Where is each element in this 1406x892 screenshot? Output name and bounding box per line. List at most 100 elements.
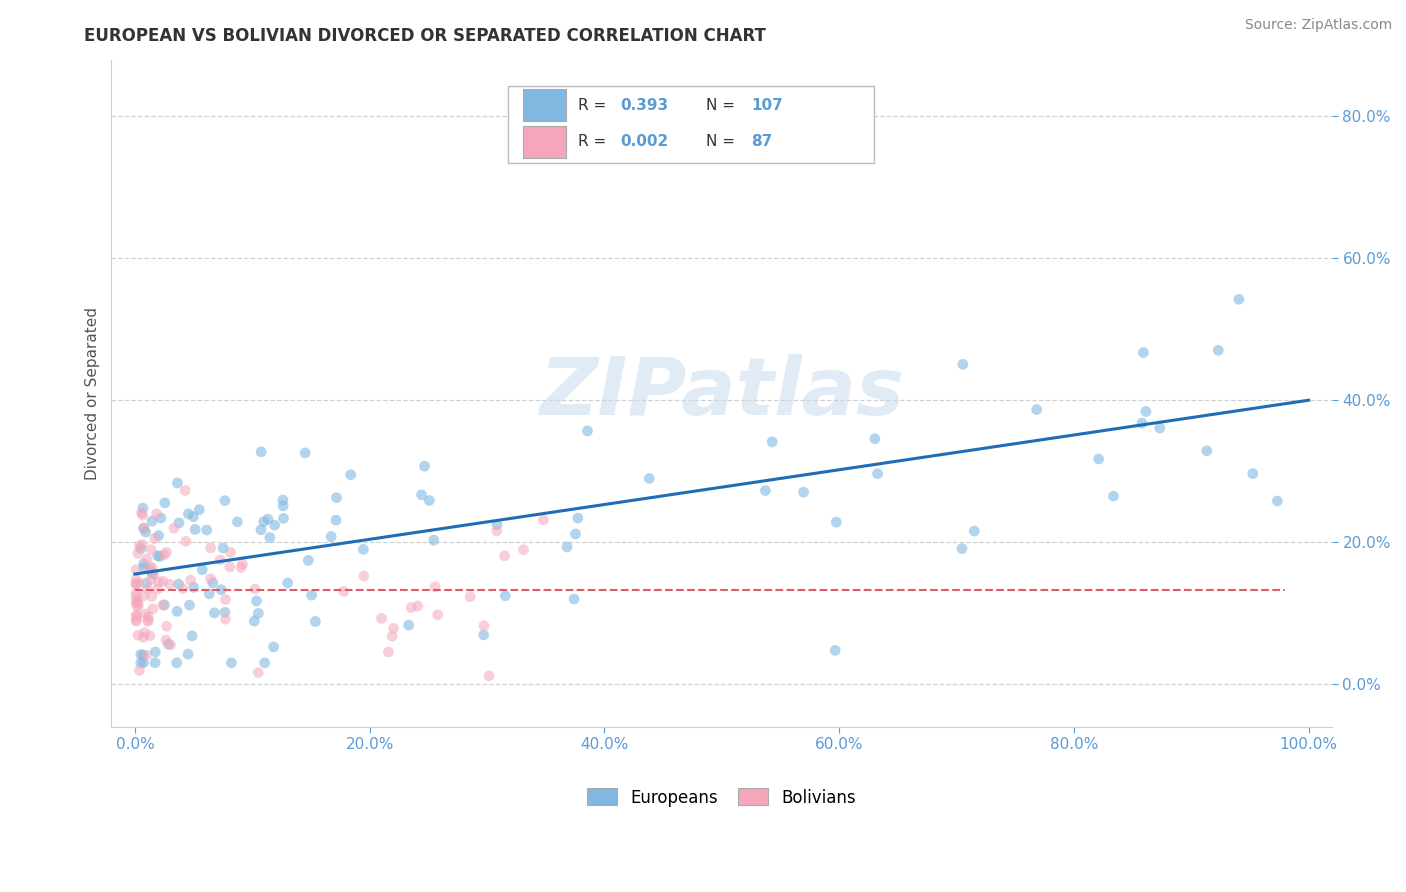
Point bbox=[204, 606, 226, 620]
Point bbox=[129, 656, 152, 670]
Point bbox=[494, 549, 516, 563]
Point bbox=[143, 645, 166, 659]
Point bbox=[1087, 452, 1109, 467]
Point bbox=[273, 511, 295, 525]
Point bbox=[512, 542, 534, 557]
Point bbox=[125, 609, 148, 624]
Point bbox=[136, 615, 159, 629]
Point bbox=[135, 648, 157, 663]
Point bbox=[132, 589, 155, 603]
Point bbox=[301, 588, 323, 602]
Point bbox=[132, 501, 155, 516]
Point bbox=[132, 521, 155, 535]
Point bbox=[132, 630, 155, 644]
Point bbox=[263, 640, 285, 654]
Point bbox=[167, 577, 190, 591]
Point bbox=[229, 560, 252, 574]
Point bbox=[166, 475, 188, 490]
Point bbox=[214, 592, 236, 607]
Point bbox=[458, 590, 481, 604]
Point bbox=[209, 582, 232, 597]
Point bbox=[1025, 402, 1047, 417]
Point bbox=[132, 656, 155, 670]
Point bbox=[141, 565, 163, 579]
Point bbox=[370, 611, 392, 625]
Point bbox=[129, 648, 152, 662]
Point bbox=[149, 511, 172, 525]
Point bbox=[485, 524, 508, 538]
Point bbox=[201, 576, 224, 591]
Point bbox=[127, 595, 149, 609]
Point bbox=[352, 542, 374, 557]
Point bbox=[485, 517, 508, 532]
Point bbox=[277, 576, 299, 591]
Point bbox=[135, 576, 157, 591]
Text: N =: N = bbox=[706, 134, 740, 149]
Point bbox=[136, 582, 159, 596]
Point bbox=[153, 548, 176, 562]
Point bbox=[325, 513, 347, 527]
Point bbox=[148, 574, 170, 589]
Point bbox=[135, 525, 157, 540]
Text: EUROPEAN VS BOLIVIAN DIVORCED OR SEPARATED CORRELATION CHART: EUROPEAN VS BOLIVIAN DIVORCED OR SEPARAT… bbox=[84, 27, 766, 45]
Point bbox=[253, 656, 276, 670]
Point bbox=[1149, 421, 1171, 435]
Point bbox=[218, 560, 240, 574]
Point bbox=[172, 582, 194, 596]
Point bbox=[156, 619, 179, 633]
Point bbox=[139, 542, 162, 557]
Y-axis label: Divorced or Separated: Divorced or Separated bbox=[86, 307, 100, 480]
Text: R =: R = bbox=[578, 134, 610, 149]
Point bbox=[793, 485, 815, 500]
Point bbox=[139, 629, 162, 643]
Point bbox=[134, 625, 156, 640]
Point bbox=[125, 607, 148, 622]
Point bbox=[153, 598, 176, 612]
Point bbox=[152, 574, 174, 589]
Point bbox=[478, 669, 501, 683]
Point bbox=[353, 569, 375, 583]
Point bbox=[129, 541, 152, 556]
Point bbox=[143, 532, 166, 546]
Point bbox=[163, 521, 186, 535]
Point bbox=[1267, 494, 1289, 508]
Point bbox=[132, 521, 155, 535]
Point bbox=[128, 539, 150, 553]
Point bbox=[174, 483, 197, 498]
Point bbox=[125, 577, 148, 591]
Point bbox=[138, 609, 160, 624]
Point bbox=[195, 523, 218, 537]
Point bbox=[952, 357, 974, 371]
Point bbox=[125, 573, 148, 587]
Point bbox=[153, 496, 176, 510]
Text: ZIPatlas: ZIPatlas bbox=[540, 354, 904, 432]
Point bbox=[253, 515, 276, 529]
Point bbox=[1102, 489, 1125, 503]
Point bbox=[294, 446, 316, 460]
Point bbox=[152, 598, 174, 612]
Point bbox=[134, 607, 156, 621]
Point bbox=[1195, 443, 1218, 458]
Point bbox=[155, 633, 177, 648]
Point bbox=[214, 605, 236, 619]
Point bbox=[131, 537, 153, 551]
Point bbox=[494, 589, 516, 603]
Text: N =: N = bbox=[706, 98, 740, 113]
Point bbox=[200, 572, 222, 586]
Point bbox=[754, 483, 776, 498]
Point bbox=[271, 493, 294, 508]
Point bbox=[188, 502, 211, 516]
Point bbox=[418, 493, 440, 508]
Point bbox=[564, 527, 586, 541]
Point bbox=[180, 573, 202, 587]
Point bbox=[250, 445, 273, 459]
Point bbox=[472, 619, 495, 633]
Point bbox=[863, 432, 886, 446]
Point bbox=[177, 647, 200, 661]
Point bbox=[179, 598, 201, 612]
Point bbox=[226, 515, 249, 529]
Point bbox=[141, 566, 163, 581]
Point bbox=[247, 665, 270, 680]
Point bbox=[166, 604, 188, 618]
Point bbox=[125, 596, 148, 610]
